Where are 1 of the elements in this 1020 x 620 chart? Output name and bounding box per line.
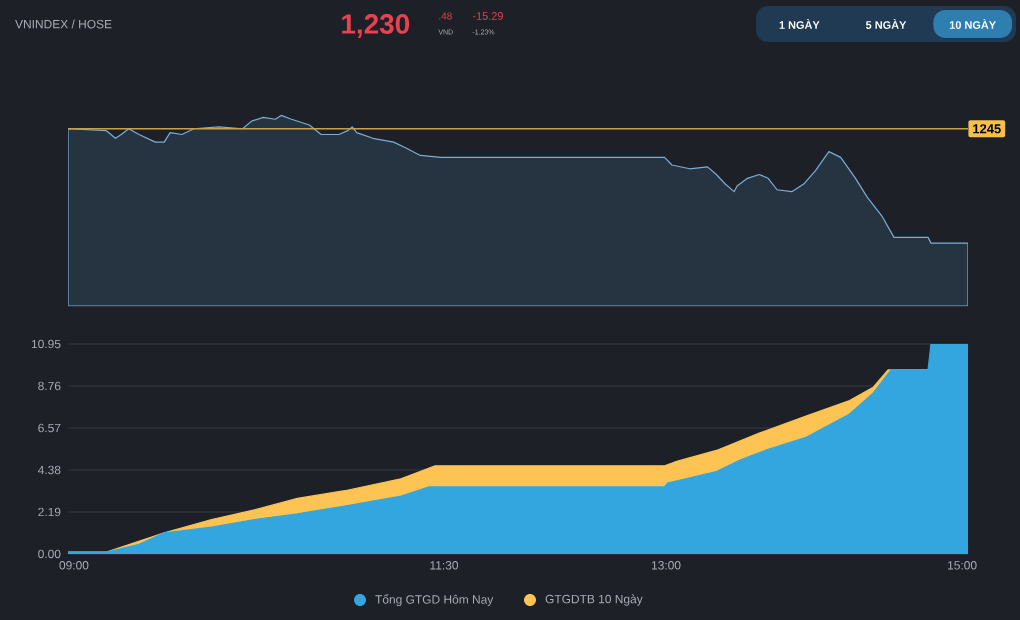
text: 1,230: [342, 14, 410, 38]
